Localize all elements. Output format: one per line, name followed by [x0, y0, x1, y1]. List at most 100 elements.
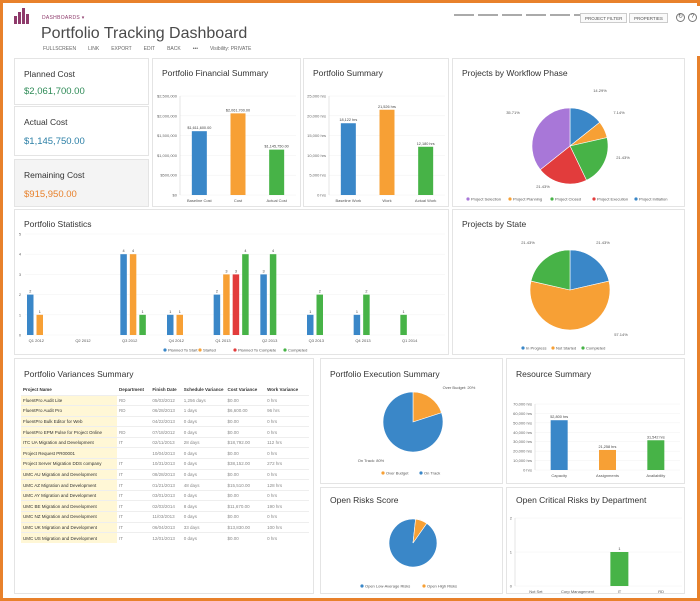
remaining-cost-value: $915,950.00	[24, 189, 77, 200]
x-tick-label: RD	[658, 589, 664, 594]
project-name-cell[interactable]: Project Request PR00001	[21, 447, 117, 459]
legend-swatch	[551, 346, 555, 350]
table-cell: $0.00	[225, 511, 266, 523]
project-name-cell[interactable]: ITC UA Migration and Development	[21, 436, 117, 448]
project-name-cell[interactable]: FluentPro Audit Lite	[21, 394, 117, 406]
y-tick-label: 70,000 hrs	[513, 402, 532, 407]
table-row[interactable]: FluentPro Bulk Editor for Web 04/22/2013 0…	[21, 415, 309, 427]
help-icon[interactable]: ?	[688, 13, 697, 22]
legend-swatch	[233, 348, 237, 352]
y-tick-label: 0	[19, 333, 22, 338]
table-row[interactable]: ITC UA Migration and Development IT 02/11/…	[21, 436, 309, 448]
legend-label: Project Planning	[513, 197, 542, 202]
y-tick-label: 5,000 hrs	[309, 173, 326, 178]
pie-slice	[412, 518, 428, 544]
data-label: $2,061,700.00	[226, 108, 250, 112]
export-button[interactable]: EXPORT	[111, 46, 132, 52]
column-header[interactable]: Cost Variance	[227, 387, 258, 393]
panel-title: Portfolio Statistics	[24, 219, 92, 229]
y-tick-label: 15,000 hrs	[307, 133, 326, 138]
project-name-cell[interactable]: UMC UK Migration and Development	[21, 521, 117, 533]
legend-label: Planned To Complete	[238, 348, 277, 353]
project-name-cell[interactable]: FluentPro Bulk Editor for Web	[21, 415, 117, 427]
column-header[interactable]: Project Name	[23, 387, 52, 393]
column-header[interactable]: Department	[119, 387, 145, 393]
slice-label: On Track: 80%	[358, 458, 385, 463]
project-name-cell[interactable]: FluentPro EPM Pulse for Project Online	[21, 426, 117, 438]
table-row[interactable]: FluentPro Audit Pro RD 06/28/2013 1 days $6,…	[21, 405, 309, 417]
legend-label: Completed	[288, 348, 307, 353]
x-tick-label: Capacity	[551, 473, 567, 478]
table-row[interactable]: UMC AU Migration and Development IT 08/28/…	[21, 468, 309, 480]
table-row[interactable]: Project Server Migration DDS company IT 10…	[21, 458, 309, 470]
column-header[interactable]: Work Variance	[267, 387, 299, 393]
bar	[232, 274, 240, 335]
x-tick-label: Assignments	[596, 473, 619, 478]
y-tick-label: 0 hrs	[523, 468, 532, 473]
table-row[interactable]: UMC US Migration and Development IT 12/01/…	[21, 532, 309, 544]
header: DASHBOARDS ▾ Portfolio Tracking Dashboar…	[6, 6, 700, 56]
table-row[interactable]: UMC NZ Migration and Development IT 11/03/…	[21, 511, 309, 523]
y-tick-label: 4	[19, 252, 22, 257]
project-name-cell[interactable]: UMC NZ Migration and Development	[21, 511, 117, 523]
planned-cost-value: $2,061,700.00	[24, 86, 85, 97]
visibility-label[interactable]: Visibility: PRIVATE	[209, 46, 252, 52]
table-row[interactable]: FluentPro Audit Lite RD 05/03/2012 1,256 da…	[21, 394, 309, 406]
table-cell: 0 hrs	[265, 415, 309, 427]
data-label: 1	[618, 547, 620, 551]
page-tabs-strip[interactable]	[454, 14, 599, 18]
column-header[interactable]: Schedule Variance	[183, 387, 224, 393]
table-cell: $13,830.00	[225, 521, 266, 533]
page-title: Portfolio Tracking Dashboard	[41, 25, 248, 42]
project-name-cell[interactable]: FluentPro Audit Pro	[21, 405, 117, 417]
project-name-cell[interactable]: UMC BE Migration and Development	[21, 500, 117, 512]
data-label: 1	[309, 310, 311, 314]
more-button[interactable]: •••	[192, 46, 198, 52]
table-cell: 05/03/2012	[150, 394, 182, 406]
critical-risks-chart: 0 1 2 Not Set Corp Management 1 IT RD	[510, 516, 682, 594]
slice-label: 21.43%	[596, 240, 610, 245]
table-cell: $0.00	[225, 447, 266, 459]
refresh-icon[interactable]: ↻	[676, 13, 685, 22]
table-cell: 0 days	[181, 511, 226, 523]
table-row[interactable]: UMC UK Migration and Development IT 06/04/…	[21, 521, 309, 533]
y-tick-label: 0 hrs	[317, 193, 326, 198]
table-cell: 0 days	[181, 426, 226, 438]
table-row[interactable]: UMC BE Migration and Development IT 02/03/…	[21, 500, 309, 512]
edit-button[interactable]: EDIT	[143, 46, 156, 52]
y-tick-label: 0	[510, 584, 513, 589]
project-name-cell[interactable]: UMC AZ Migration and Development	[21, 479, 117, 491]
y-tick-label: 10,000 hrs	[307, 153, 326, 158]
table-cell: IT	[117, 468, 151, 480]
table-cell: $0.00	[225, 394, 266, 406]
legend-label: Not Started	[556, 346, 576, 351]
legend-label: Over Budget	[386, 471, 409, 476]
actual-cost-tile: Actual Cost $1,145,750.00	[14, 106, 149, 156]
table-cell: 272 hrs	[265, 458, 309, 470]
project-name-cell[interactable]: UMC AU Migration and Development	[21, 468, 117, 480]
table-row[interactable]: UMC AZ Migration and Development IT 01/21/…	[21, 479, 309, 491]
table-row[interactable]: Project Request PR00001 10/04/2013 0 days $…	[21, 447, 309, 459]
back-button[interactable]: BACK	[167, 46, 181, 52]
table-row[interactable]: UMC AY Migration and Development IT 03/01/…	[21, 489, 309, 501]
panel-title: Open Critical Risks by Department	[516, 495, 647, 505]
table-cell: 1 days	[181, 405, 226, 417]
project-filter-button[interactable]: PROJECT FILTER	[580, 13, 628, 23]
breadcrumb[interactable]: DASHBOARDS ▾	[42, 15, 85, 21]
bar	[260, 274, 267, 335]
slice-label: 21.43%	[521, 240, 535, 245]
project-name-cell[interactable]: UMC AY Migration and Development	[21, 489, 117, 501]
resource-summary-panel: Resource Summary 0 hrs 10,000 hrs 20,000 h…	[506, 358, 685, 484]
fullscreen-button[interactable]: FULLSCREEN	[43, 46, 77, 52]
data-label: 3	[235, 269, 237, 273]
column-header[interactable]: Finish Date	[152, 387, 177, 393]
bar	[418, 146, 434, 195]
panel-title: Portfolio Execution Summary	[330, 369, 440, 379]
link-button[interactable]: LINK	[88, 46, 100, 52]
project-name-cell[interactable]: Project Server Migration DDS company	[21, 458, 117, 470]
bar	[647, 440, 665, 470]
x-tick-label: IT	[618, 589, 622, 594]
project-name-cell[interactable]: UMC US Migration and Development	[21, 532, 117, 544]
table-row[interactable]: FluentPro EPM Pulse for Project Online RD…	[21, 426, 309, 438]
properties-button[interactable]: PROPERTIES	[629, 13, 668, 23]
